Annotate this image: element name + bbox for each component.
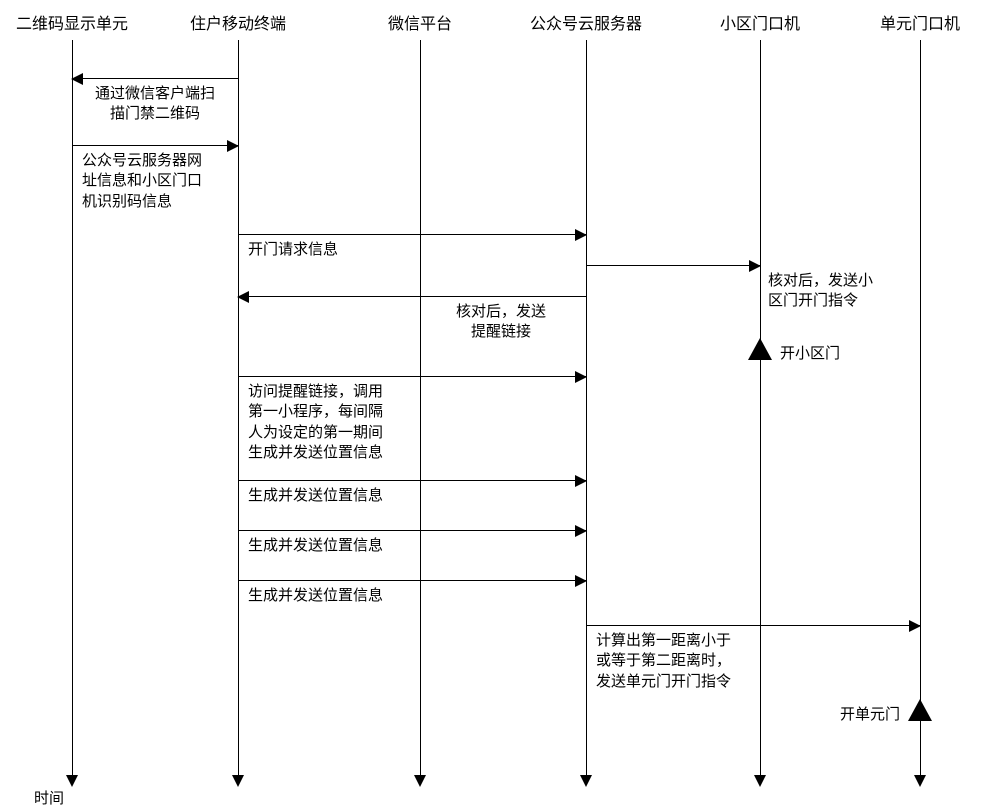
arrowhead-right-icon xyxy=(909,620,921,632)
participant-label: 住户移动终端 xyxy=(190,10,286,34)
message-label: 开门请求信息 xyxy=(248,240,338,260)
message-label: 生成并发送位置信息 xyxy=(248,486,383,506)
lifeline-arrowhead-icon xyxy=(66,775,78,787)
participant-label: 公众号云服务器 xyxy=(530,10,642,34)
message-arrow xyxy=(586,265,760,266)
participant-label: 二维码显示单元 xyxy=(16,10,128,34)
lifeline xyxy=(586,40,587,775)
message-label: 访问提醒链接，调用 第一小程序，每间隔 人为设定的第一期间 生成并发送位置信息 xyxy=(248,382,383,463)
message-arrow xyxy=(238,580,586,581)
time-axis-label: 时间 xyxy=(34,787,64,808)
arrowhead-right-icon xyxy=(575,229,587,241)
lifeline xyxy=(920,40,921,775)
message-label: 核对后，发送小 区门开门指令 xyxy=(768,271,873,312)
event-triangle-icon xyxy=(908,699,932,721)
arrowhead-left-icon xyxy=(71,73,83,85)
event-label: 开小区门 xyxy=(780,342,840,363)
message-label: 通过微信客户端扫 描门禁二维码 xyxy=(95,84,215,125)
message-label: 计算出第一距离小于 或等于第二距离时， 发送单元门开门指令 xyxy=(596,631,731,692)
message-arrow xyxy=(238,296,586,297)
arrowhead-left-icon xyxy=(237,291,249,303)
lifeline-arrowhead-icon xyxy=(914,775,926,787)
event-triangle-icon xyxy=(748,338,772,360)
participant-label: 单元门口机 xyxy=(880,10,960,34)
sequence-diagram: 二维码显示单元 住户移动终端 微信平台 公众号云服务器 小区门口机 单元门口机通过微信客户… xyxy=(0,0,1000,811)
participant-label: 微信平台 xyxy=(388,10,452,34)
message-arrow xyxy=(238,234,586,235)
message-arrow xyxy=(586,625,920,626)
message-arrow xyxy=(238,376,586,377)
participant-label: 小区门口机 xyxy=(720,10,800,34)
lifeline-arrowhead-icon xyxy=(580,775,592,787)
arrowhead-right-icon xyxy=(575,475,587,487)
lifeline-arrowhead-icon xyxy=(754,775,766,787)
arrowhead-right-icon xyxy=(227,140,239,152)
message-arrow xyxy=(238,530,586,531)
lifeline xyxy=(420,40,421,775)
arrowhead-right-icon xyxy=(749,260,761,272)
arrowhead-right-icon xyxy=(575,575,587,587)
message-label: 公众号云服务器网 址信息和小区门口 机识别码信息 xyxy=(82,151,202,212)
lifeline-arrowhead-icon xyxy=(414,775,426,787)
lifeline xyxy=(760,40,761,775)
event-label: 开单元门 xyxy=(840,703,900,724)
message-label: 核对后，发送 提醒链接 xyxy=(456,302,546,343)
message-arrow xyxy=(238,480,586,481)
lifeline-arrowhead-icon xyxy=(232,775,244,787)
message-label: 生成并发送位置信息 xyxy=(248,536,383,556)
message-arrow xyxy=(72,145,238,146)
arrowhead-right-icon xyxy=(575,525,587,537)
arrowhead-right-icon xyxy=(575,371,587,383)
message-arrow xyxy=(72,78,238,79)
message-label: 生成并发送位置信息 xyxy=(248,586,383,606)
lifeline xyxy=(72,40,73,775)
